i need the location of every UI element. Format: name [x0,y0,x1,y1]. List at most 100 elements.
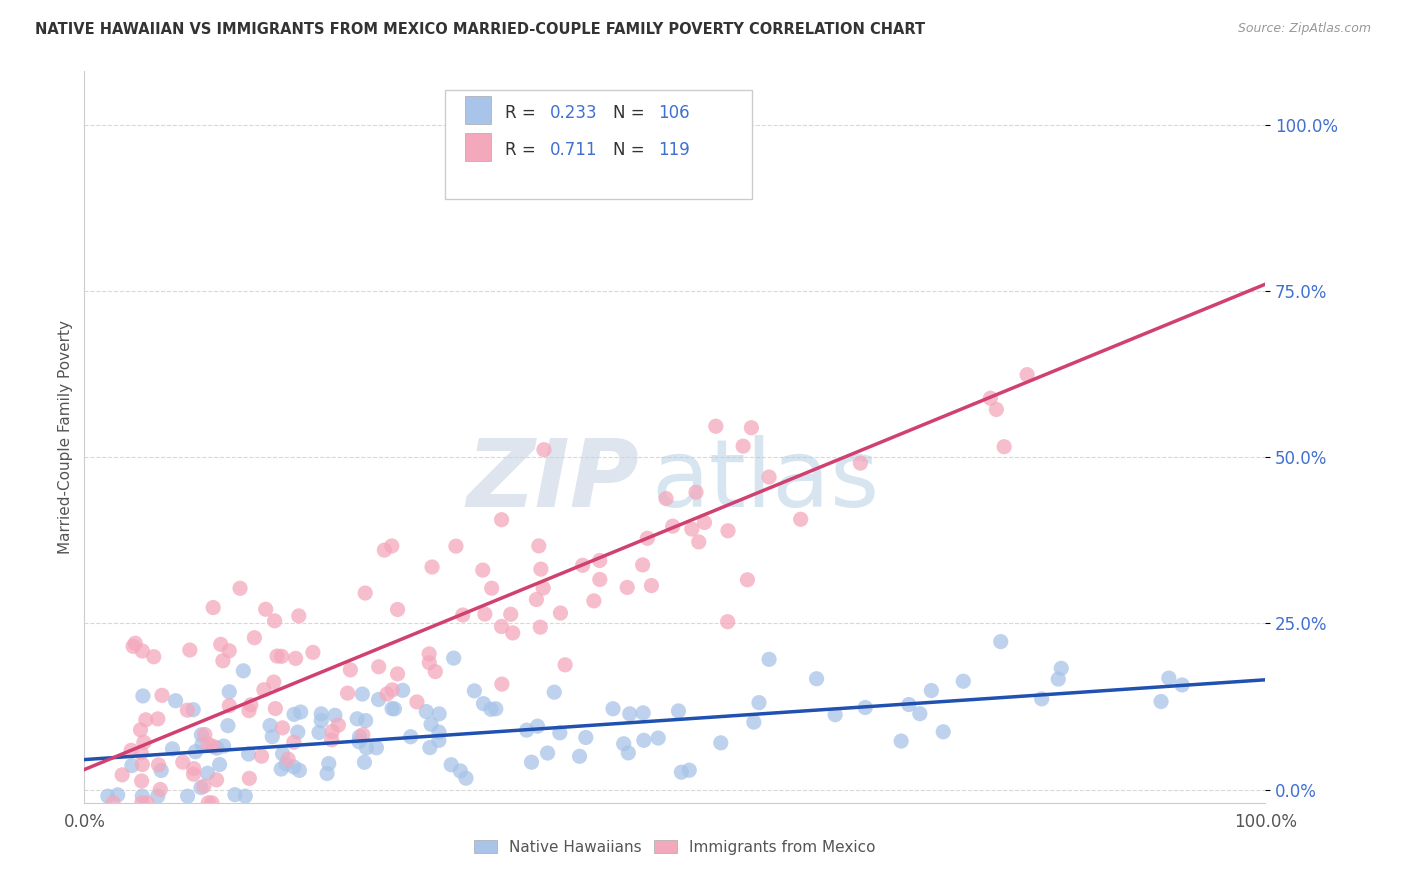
Point [148,758,170,772]
Point [381,701,404,715]
Point [283,707,305,722]
Point [238,772,260,786]
Point [491,619,513,633]
Point [336,686,359,700]
Point [111,768,134,782]
Point [176,703,198,717]
Point [704,419,727,434]
Point [131,757,153,772]
Point [353,756,375,770]
Point [146,789,169,804]
Point [243,631,266,645]
Point [717,524,740,538]
Point [993,440,1015,454]
Point [548,726,571,740]
Point [399,730,422,744]
Point [194,727,217,741]
Point [287,609,309,624]
Text: 119: 119 [658,141,690,159]
Point [589,573,612,587]
Point [748,696,770,710]
Point [655,491,678,506]
Point [238,704,260,718]
Point [224,788,246,802]
Point [391,683,413,698]
Point [283,735,305,749]
Point [381,539,404,553]
Point [277,752,299,766]
Point [202,600,225,615]
Point [354,586,377,600]
Point [352,728,374,742]
Point [183,767,205,781]
Point [254,602,277,616]
Point [485,702,508,716]
Point [693,516,716,530]
FancyBboxPatch shape [444,90,752,200]
Point [740,421,762,435]
Point [347,735,370,749]
Point [406,695,429,709]
Point [132,689,155,703]
Point [183,762,205,776]
Point [536,746,558,760]
Point [349,730,371,744]
Point [733,439,755,453]
Point [824,707,846,722]
Point [321,732,343,747]
Point [737,573,759,587]
Point [201,796,224,810]
Point [367,692,389,706]
Point [131,796,153,810]
Point [616,581,638,595]
Point [418,656,440,670]
Point [239,698,262,712]
Point [853,700,876,714]
Point [208,757,231,772]
Point [516,723,538,738]
Point [205,772,228,787]
Point [932,724,955,739]
Point [527,539,550,553]
Point [366,740,388,755]
Point [806,672,828,686]
Point [356,740,378,755]
Point [531,581,554,595]
FancyBboxPatch shape [464,96,491,124]
Point [290,705,312,719]
Text: atlas: atlas [651,435,880,527]
Point [849,456,872,470]
Point [264,701,287,715]
Point [520,755,543,769]
Text: 0.711: 0.711 [550,141,598,159]
Point [136,796,159,810]
Point [491,513,513,527]
Point [262,730,284,744]
Point [647,731,669,745]
Point [451,607,474,622]
Point [1171,678,1194,692]
Point [250,749,273,764]
Point [352,687,374,701]
Y-axis label: Married-Couple Family Poverty: Married-Couple Family Poverty [58,320,73,554]
Point [284,651,307,665]
Point [339,663,361,677]
Point [191,737,214,751]
Text: N =: N = [613,141,651,159]
Point [271,721,294,735]
Point [217,719,239,733]
Point [142,649,165,664]
Point [179,643,201,657]
Point [640,578,662,592]
Point [472,697,495,711]
Point [671,765,693,780]
Point [710,736,733,750]
Point [233,789,256,804]
Point [124,636,146,650]
Point [287,725,309,739]
Point [302,645,325,659]
Point [121,758,143,772]
Point [176,789,198,804]
Point [636,531,658,545]
Point [668,704,690,718]
